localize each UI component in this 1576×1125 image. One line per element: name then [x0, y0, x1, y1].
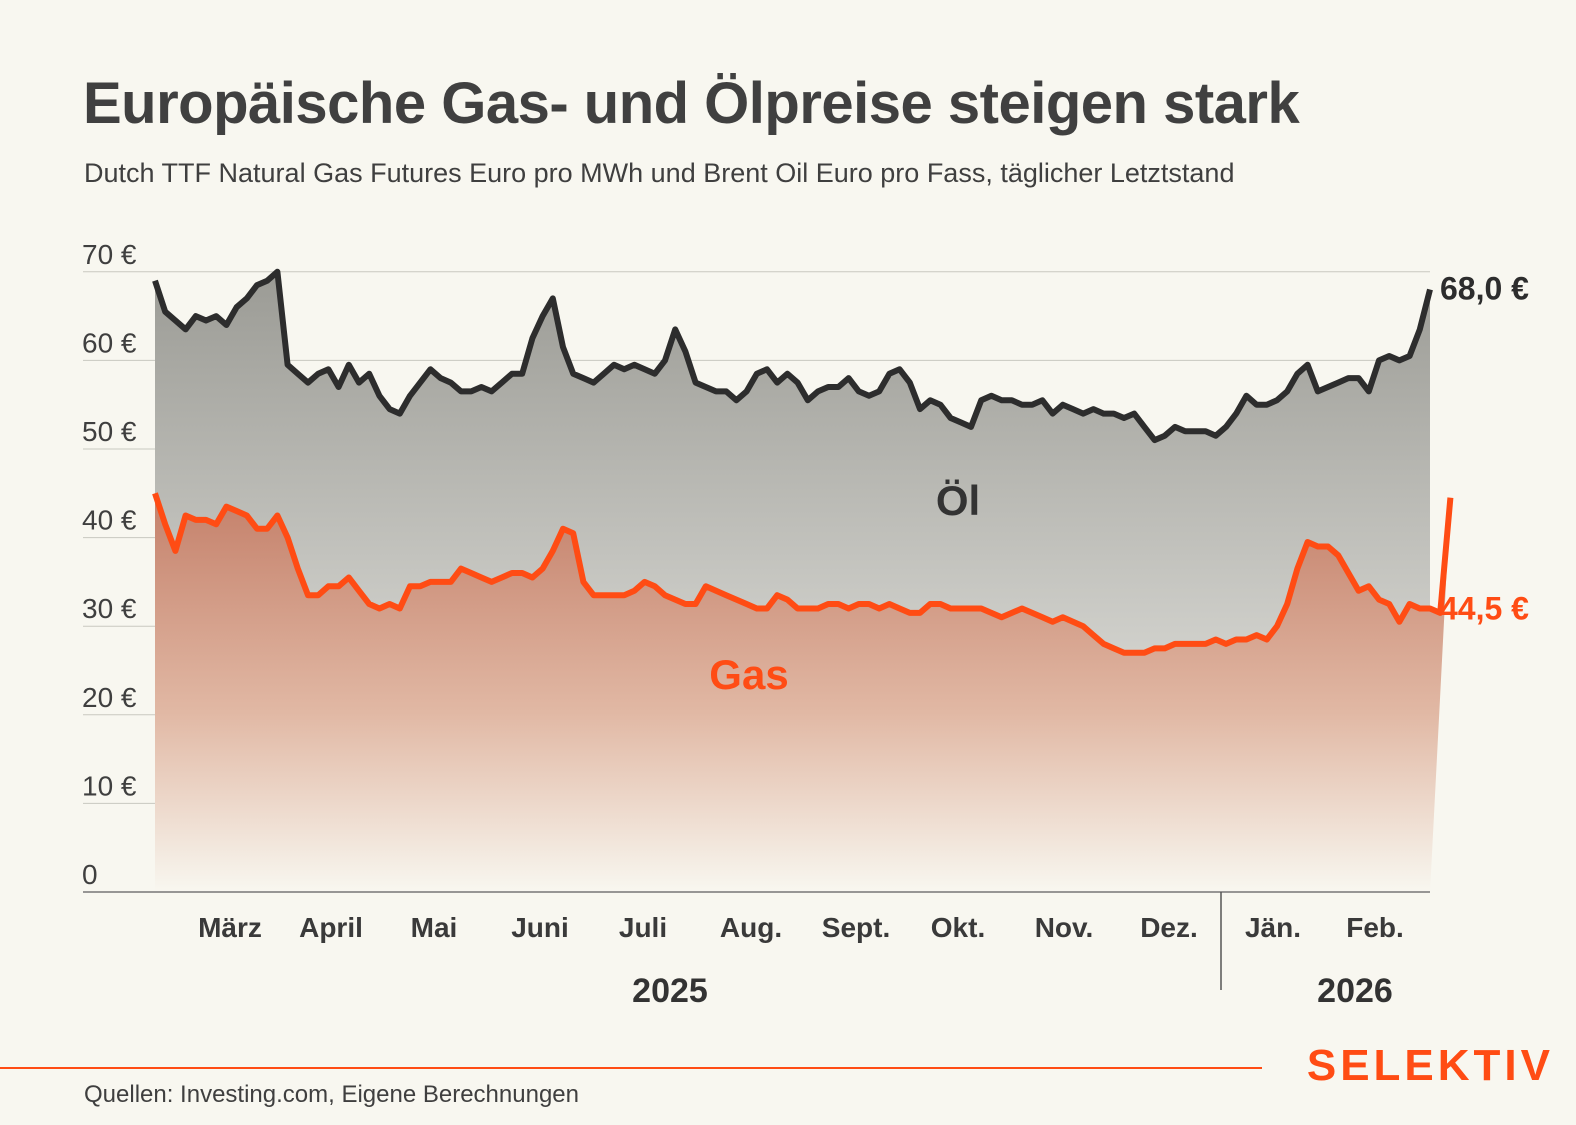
month-label: Jän.: [1245, 912, 1301, 943]
month-label: Feb.: [1346, 912, 1404, 943]
gas-series-label: Gas: [709, 651, 788, 698]
oil-end-value: 68,0 €: [1440, 271, 1529, 307]
footer-divider: [0, 1067, 1262, 1069]
oil-line: [152, 268, 1433, 444]
year-label-2026: 2026: [1317, 972, 1393, 1010]
y-tick-label: 0: [82, 859, 98, 890]
gas-end-value: 44,5 €: [1440, 590, 1529, 626]
month-label: Dez.: [1140, 912, 1198, 943]
y-tick-label: 40 €: [82, 505, 137, 536]
month-label: April: [299, 912, 363, 943]
chart-subtitle: Dutch TTF Natural Gas Futures Euro pro M…: [84, 158, 1235, 188]
month-label: Aug.: [720, 912, 782, 943]
month-label: Sept.: [822, 912, 890, 943]
year-label-2025: 2025: [632, 972, 708, 1010]
source-note: Quellen: Investing.com, Eigene Berechnun…: [84, 1081, 579, 1108]
brand-logo: SELEKTIV: [1306, 1041, 1554, 1090]
chart-title: Europäische Gas- und Ölpreise steigen st…: [83, 71, 1300, 136]
y-tick-label: 20 €: [82, 682, 137, 713]
month-label: Nov.: [1035, 912, 1094, 943]
y-axis-ticks: 0 10 € 20 € 30 € 40 € 50 € 60 € 70 €: [82, 239, 137, 890]
month-label: Juli: [619, 912, 667, 943]
oil-series-label: Öl: [936, 477, 980, 524]
y-tick-label: 60 €: [82, 327, 137, 358]
x-axis-months: März April Mai Juni Juli Aug. Sept. Okt. Nov. Dez…: [198, 912, 1404, 943]
month-label: Juni: [511, 912, 569, 943]
month-label: Mai: [411, 912, 458, 943]
y-tick-label: 10 €: [82, 770, 137, 801]
month-label: März: [198, 912, 262, 943]
month-label: Okt.: [931, 912, 985, 943]
gas-area: [155, 493, 1451, 892]
gas-line: [152, 492, 1454, 656]
y-tick-label: 30 €: [82, 593, 137, 624]
y-tick-label: 50 €: [82, 416, 137, 447]
y-tick-label: 70 €: [82, 239, 137, 270]
